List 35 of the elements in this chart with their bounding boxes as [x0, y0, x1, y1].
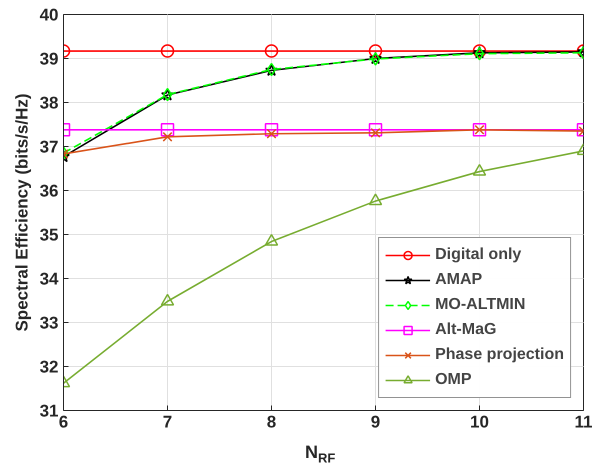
- legend-label: OMP: [435, 370, 472, 390]
- point: [264, 234, 278, 246]
- point: [368, 193, 382, 206]
- point: [368, 123, 382, 137]
- y-tick-label: 31: [40, 402, 59, 420]
- x-axis-title: N$_{RF}$: [305, 442, 336, 466]
- y-tick-label: 34: [40, 270, 60, 288]
- legend-label: MO-ALTMIN: [435, 295, 526, 315]
- legend-label: AMAP: [435, 270, 482, 290]
- point: [264, 44, 278, 58]
- y-tick-label: 39: [40, 50, 59, 68]
- x-tick-label: 6: [58, 412, 68, 432]
- point: [160, 123, 174, 137]
- legend-label: Digital only: [435, 245, 522, 265]
- y-tick-label: 32: [40, 358, 59, 376]
- y-tick-label: 38: [40, 94, 59, 112]
- y-tick-label: 40: [40, 6, 59, 24]
- point: [162, 132, 172, 142]
- x-tick-label: 9: [370, 412, 380, 432]
- point: [160, 294, 174, 306]
- point: [264, 123, 278, 137]
- y-tick-label: 33: [40, 314, 59, 332]
- x-tick-label: 11: [574, 412, 592, 432]
- y-tick-label: 35: [40, 226, 59, 244]
- y-tick-label: 36: [40, 182, 59, 200]
- point: [368, 44, 382, 58]
- point: [160, 44, 174, 58]
- x-tick-label: 8: [266, 412, 276, 432]
- x-tick-label: 10: [470, 412, 489, 432]
- point: [472, 164, 486, 176]
- legend-label: Alt-MaG: [435, 320, 496, 340]
- y-axis-title: Spectral Efficiency (bits/s/Hz): [12, 93, 32, 332]
- y-tick-label: 37: [40, 138, 59, 156]
- x-tick-label: 7: [162, 412, 172, 432]
- legend-label: Phase projection: [435, 345, 564, 365]
